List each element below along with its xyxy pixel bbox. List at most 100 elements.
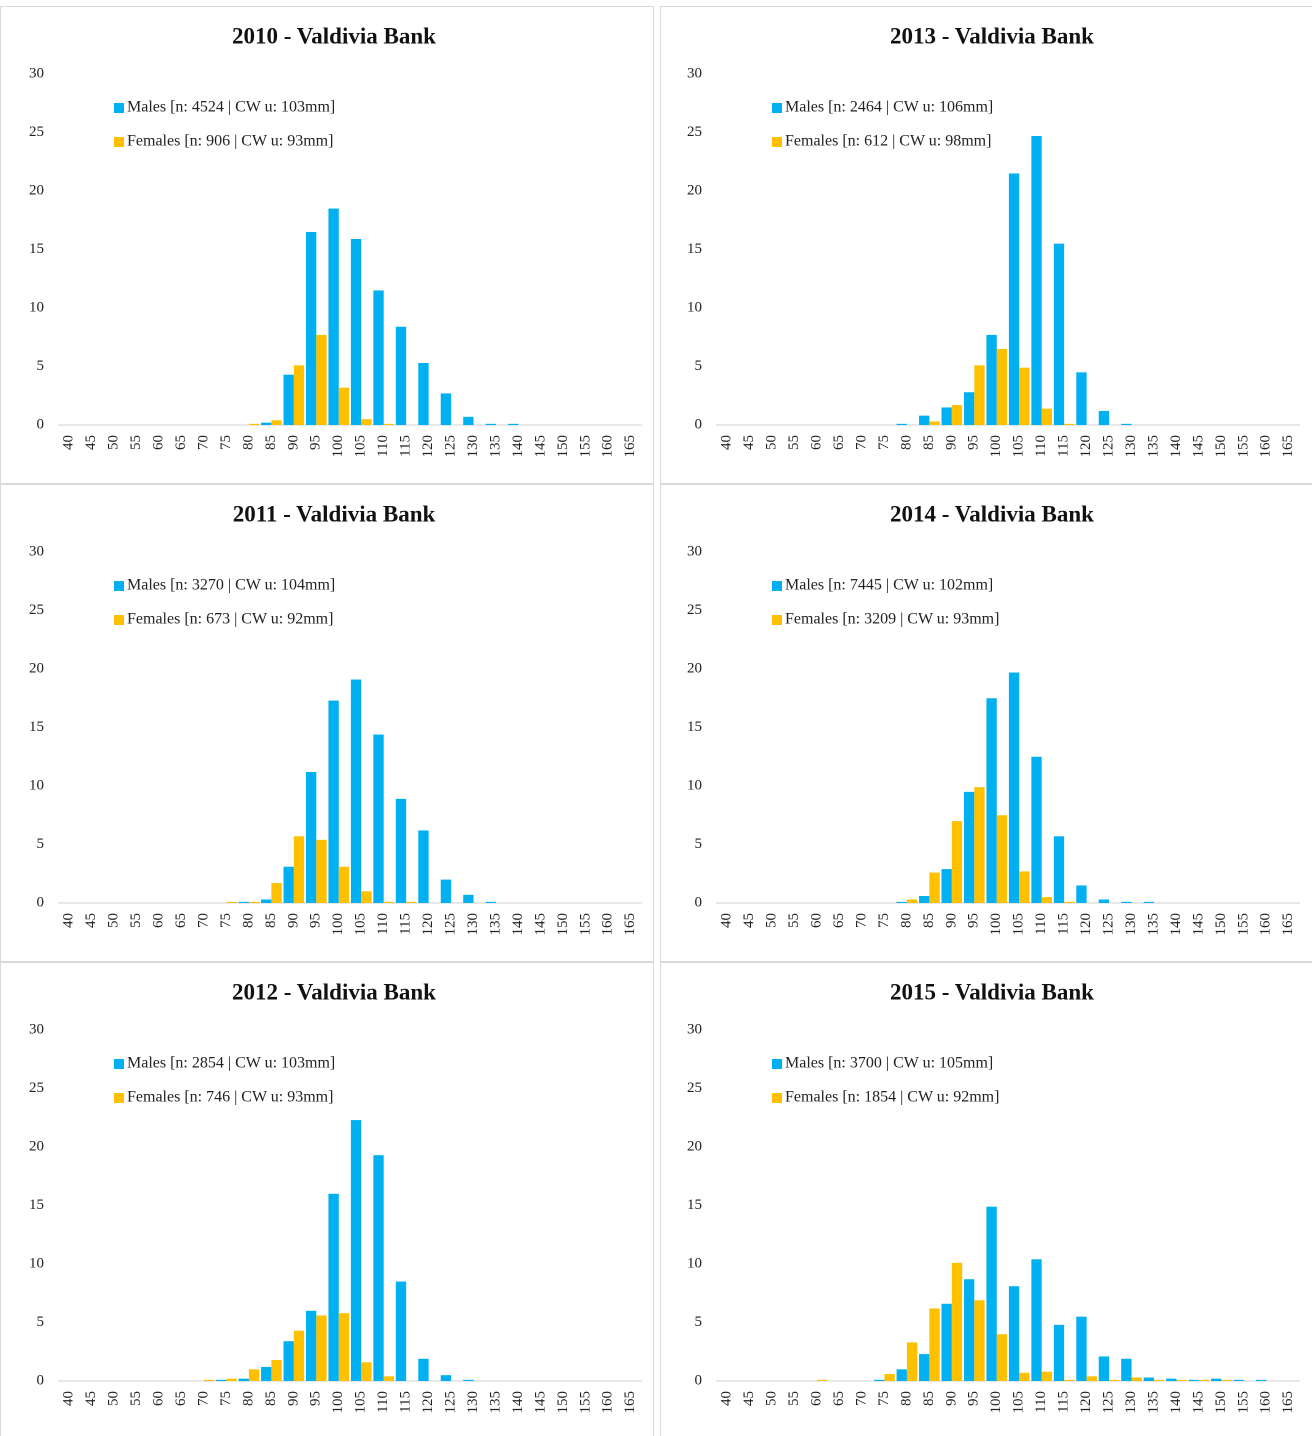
bar — [293, 1330, 305, 1381]
bar — [906, 899, 918, 903]
bar — [1019, 1372, 1030, 1381]
x-tick-label: 115 — [1056, 435, 1072, 457]
x-tick-label: 155 — [1235, 1391, 1251, 1414]
x-tick-label: 150 — [555, 913, 571, 936]
bar — [271, 883, 282, 903]
chart-title: 2013 - Valdivia Bank — [890, 23, 1094, 48]
x-tick-label: 135 — [1145, 1391, 1161, 1414]
x-tick-label: 70 — [853, 435, 869, 450]
x-tick-label: 160 — [600, 1391, 616, 1414]
x-tick-label: 80 — [898, 435, 914, 450]
x-tick-label: 115 — [1056, 913, 1072, 935]
bar — [1076, 372, 1087, 425]
bar — [328, 208, 339, 425]
x-tick-label: 75 — [218, 1391, 234, 1406]
x-tick-label: 90 — [943, 1391, 959, 1406]
x-tick-label: 105 — [353, 913, 369, 936]
x-tick-label: 105 — [1011, 435, 1027, 458]
bar — [1064, 423, 1075, 425]
x-tick-label: 145 — [1190, 1391, 1206, 1414]
chart-title: 2014 - Valdivia Bank — [890, 501, 1094, 526]
bar — [248, 901, 260, 903]
bar — [919, 1354, 930, 1381]
chart-title: 2010 - Valdivia Bank — [232, 23, 436, 48]
bar — [817, 1379, 828, 1381]
x-tick-label: 55 — [128, 1391, 144, 1406]
bar — [1053, 243, 1065, 425]
x-tick-label: 120 — [420, 913, 436, 936]
x-tick-label: 125 — [443, 435, 459, 458]
x-tick-label: 55 — [786, 435, 802, 450]
x-tick-label: 125 — [443, 913, 459, 936]
x-tick-label: 70 — [195, 913, 211, 928]
x-tick-label: 145 — [1190, 435, 1206, 458]
x-tick-label: 165 — [622, 435, 638, 458]
x-tick-label: 110 — [375, 1391, 391, 1413]
x-tick-label: 85 — [921, 913, 937, 928]
bar — [929, 1308, 940, 1381]
x-tick-label: 50 — [764, 1391, 780, 1406]
x-tick-label: 100 — [988, 435, 1004, 458]
x-tick-label: 155 — [1235, 435, 1251, 458]
x-tick-label: 145 — [532, 435, 548, 458]
x-tick-label: 125 — [1101, 913, 1117, 936]
bar — [1109, 1379, 1120, 1381]
bar — [1031, 136, 1042, 425]
bar — [996, 348, 1008, 425]
bar — [383, 901, 395, 903]
bar — [271, 420, 282, 425]
bar — [418, 362, 429, 425]
x-tick-label: 75 — [876, 1391, 892, 1406]
legend-swatch — [772, 1059, 782, 1069]
panel-border — [0, 484, 654, 962]
bar — [963, 1279, 975, 1381]
bar — [440, 1375, 452, 1381]
bar — [874, 1379, 885, 1381]
y-tick-label: 15 — [687, 1197, 702, 1213]
x-tick-label: 70 — [853, 1391, 869, 1406]
bar — [350, 679, 362, 903]
x-tick-label: 90 — [285, 1391, 301, 1406]
legend-label: Females [n: 746 | CW u: 93mm] — [127, 1089, 333, 1106]
y-tick-label: 25 — [687, 124, 702, 140]
x-tick-label: 85 — [921, 435, 937, 450]
x-tick-label: 75 — [876, 435, 892, 450]
x-tick-label: 65 — [173, 435, 189, 450]
legend-swatch — [772, 1093, 782, 1103]
bar — [373, 290, 384, 425]
bar — [1098, 899, 1110, 903]
bar — [929, 421, 940, 425]
bar — [1041, 1371, 1053, 1381]
y-tick-label: 5 — [695, 358, 703, 374]
legend-label: Males [n: 4524 | CW u: 103mm] — [127, 99, 335, 116]
x-tick-label: 125 — [1101, 435, 1117, 458]
bar — [1176, 1379, 1187, 1381]
bar — [373, 734, 384, 903]
y-tick-label: 5 — [37, 836, 45, 852]
bar — [941, 869, 952, 903]
y-tick-label: 20 — [29, 182, 44, 198]
x-tick-label: 45 — [83, 435, 99, 450]
x-tick-label: 125 — [1101, 1391, 1117, 1414]
bar — [485, 423, 496, 425]
bar — [463, 894, 474, 903]
y-tick-label: 0 — [37, 416, 45, 432]
x-tick-label: 95 — [966, 435, 982, 450]
bar — [293, 836, 305, 903]
bar — [896, 1369, 907, 1381]
x-tick-label: 120 — [1078, 1391, 1094, 1414]
y-tick-label: 30 — [687, 1021, 702, 1037]
x-tick-label: 110 — [1033, 913, 1049, 935]
bar — [1031, 756, 1042, 903]
chart-title: 2012 - Valdivia Bank — [232, 979, 436, 1004]
y-tick-label: 30 — [29, 543, 44, 559]
y-tick-label: 5 — [695, 1314, 703, 1330]
bar — [996, 815, 1008, 903]
x-tick-label: 70 — [195, 1391, 211, 1406]
bar — [884, 1373, 895, 1381]
x-tick-label: 60 — [809, 435, 825, 450]
y-tick-label: 30 — [29, 65, 44, 81]
x-tick-label: 110 — [375, 913, 391, 935]
bar — [1076, 1316, 1087, 1381]
bar — [261, 422, 272, 425]
